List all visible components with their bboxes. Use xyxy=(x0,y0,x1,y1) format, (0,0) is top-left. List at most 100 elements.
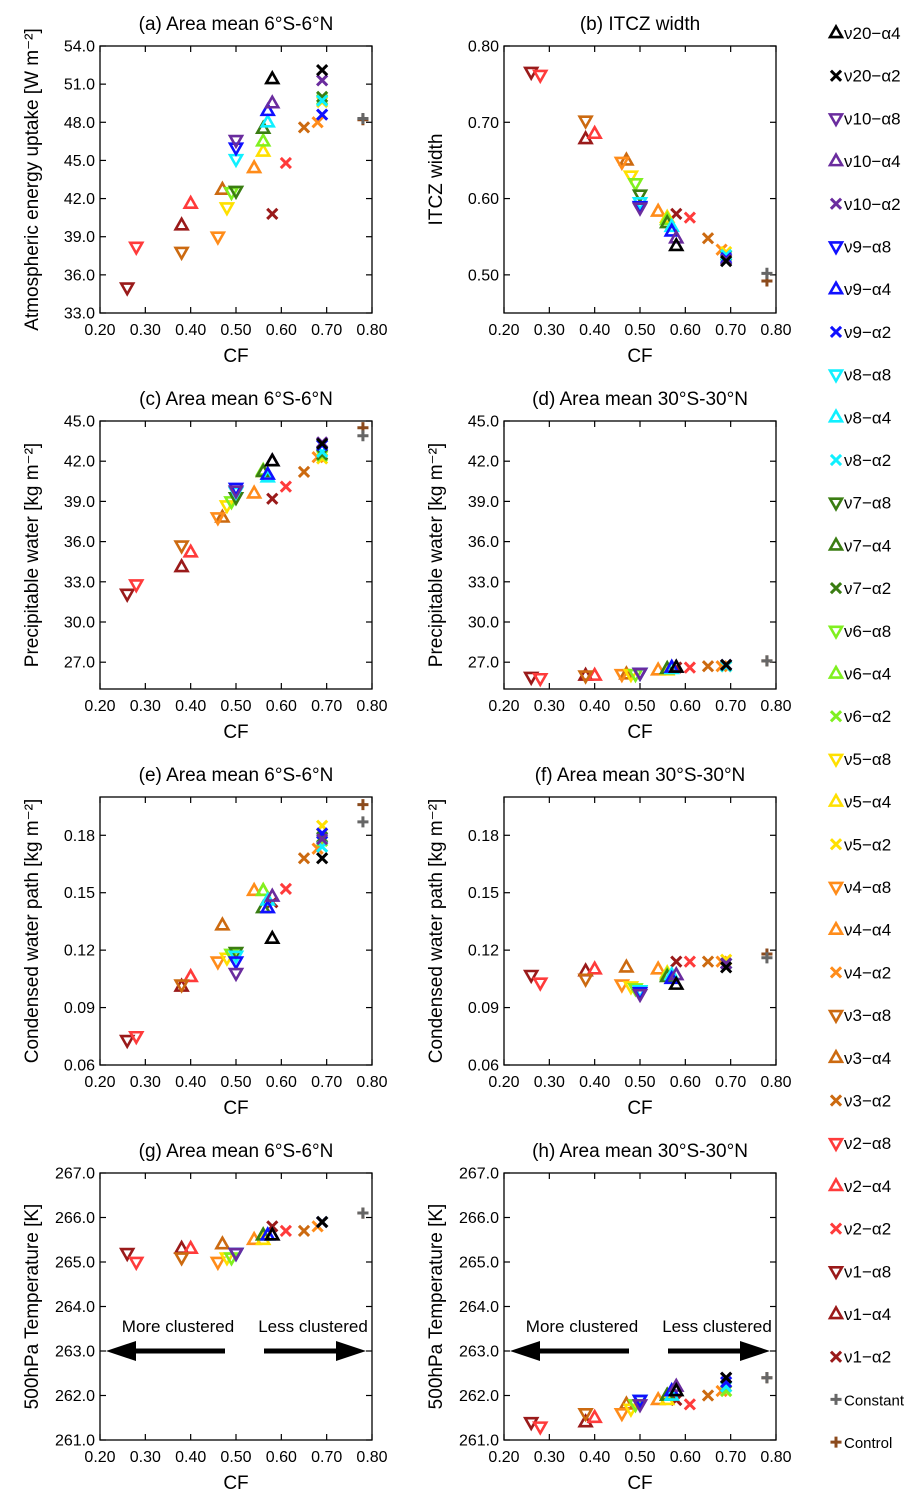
point-1-8 xyxy=(118,1247,136,1263)
x-tick-label: 0.60 xyxy=(266,322,297,339)
legend-label: ν7−α8 xyxy=(844,494,891,513)
legend-label: Control xyxy=(844,1435,892,1452)
legend-marker xyxy=(829,1350,843,1363)
y-tick-label: 0.18 xyxy=(468,828,499,845)
legend-label: ν10−α8 xyxy=(844,109,901,128)
legend-marker xyxy=(827,497,845,512)
x-tick-label: 0.80 xyxy=(760,698,791,715)
point-9-4 xyxy=(259,101,276,117)
data-points xyxy=(118,799,369,1050)
legend-marker xyxy=(829,581,843,595)
legend-label: ν1−α8 xyxy=(844,1262,891,1281)
x-tick-label: 0.80 xyxy=(356,1449,387,1466)
annotation-less-clustered: Less clustered xyxy=(662,1317,772,1336)
point-20-4 xyxy=(668,236,685,252)
legend-item-6-4: ν6−α4 xyxy=(827,664,891,684)
legend-label: ν1−α4 xyxy=(844,1305,891,1324)
x-axis-label: CF xyxy=(223,1473,248,1494)
x-tick-label: 0.70 xyxy=(311,1449,342,1466)
legend-item-7-2: ν7−α2 xyxy=(829,579,891,598)
point-8-4 xyxy=(259,468,276,483)
x-tick-label: 0.80 xyxy=(356,1074,387,1091)
point-7-2 xyxy=(316,90,329,103)
point-20-2 xyxy=(720,254,733,268)
y-axis-label: ITCZ width xyxy=(426,134,447,226)
x-tick-label: 0.40 xyxy=(175,1074,206,1091)
point-20-2 xyxy=(720,1371,733,1384)
point-2-2 xyxy=(279,156,292,170)
point-4-2 xyxy=(311,116,324,129)
y-tick-label: 33.0 xyxy=(64,306,95,323)
point-10-8 xyxy=(631,988,649,1004)
y-tick-label: 27.0 xyxy=(64,655,95,672)
y-tick-label: 0.80 xyxy=(468,39,499,56)
y-tick-label: 0.06 xyxy=(468,1058,499,1075)
legend-label: ν1−α2 xyxy=(844,1348,891,1367)
panel-title: (b) ITCZ width xyxy=(580,14,700,35)
y-tick-label: 0.09 xyxy=(468,1000,499,1017)
y-axis-label: Condensed water path [kg m⁻²] xyxy=(426,799,447,1064)
point-4-8 xyxy=(613,1407,631,1423)
x-tick-label: 0.20 xyxy=(84,698,115,715)
legend-item-7-8: ν7−α8 xyxy=(827,494,891,513)
panel-h: 0.20 0.30 0.40 0.50 0.60 0.70 0.80 261.0 262.0 26… xyxy=(426,1141,792,1494)
legend-label: ν9−α4 xyxy=(844,280,891,299)
x-tick-label: 0.70 xyxy=(311,1074,342,1091)
legend-label: ν5−α4 xyxy=(844,793,891,812)
point-4-8 xyxy=(209,956,227,971)
legend-label: ν4−α8 xyxy=(844,878,891,897)
data-points xyxy=(522,66,773,287)
y-tick-label: 39.0 xyxy=(64,229,95,246)
x-tick-label: 0.60 xyxy=(266,1074,297,1091)
y-tick-label: 266.0 xyxy=(459,1210,499,1227)
point-6-2 xyxy=(720,1384,733,1398)
point-3-2 xyxy=(701,232,715,245)
x-tick-label: 0.60 xyxy=(670,698,701,715)
right-arrow xyxy=(668,1341,770,1361)
point-5-8 xyxy=(218,202,236,217)
x-tick-label: 0.80 xyxy=(356,698,387,715)
legend-item-20-2: ν20−α2 xyxy=(829,67,901,86)
legend-marker xyxy=(829,1094,843,1107)
panel-title: (a) Area mean 6°S-6°N xyxy=(139,14,334,35)
point-4-8 xyxy=(209,231,227,246)
legend-label: ν8−α8 xyxy=(844,366,891,385)
point-2-8 xyxy=(128,241,145,257)
legend-label: ν4−α4 xyxy=(844,921,891,940)
point-5-8 xyxy=(622,170,640,185)
point-3-2 xyxy=(297,121,311,134)
point-2-2 xyxy=(683,211,696,224)
y-tick-label: 264.0 xyxy=(459,1299,499,1316)
legend-item-10-4: ν10−α4 xyxy=(827,151,901,171)
y-tick-label: 48.0 xyxy=(64,115,95,132)
x-axis-label: CF xyxy=(627,346,652,367)
legend-label: ν2−α2 xyxy=(844,1220,891,1239)
x-tick-label: 0.40 xyxy=(579,1074,610,1091)
legend-item-9-8: ν9−α8 xyxy=(827,238,891,257)
point-10-2 xyxy=(316,832,329,846)
left-arrow xyxy=(106,1341,225,1361)
x-tick-label: 0.20 xyxy=(84,322,115,339)
point-20-2 xyxy=(316,64,329,77)
legend-item-1-8: ν1−α8 xyxy=(827,1262,891,1281)
legend-label: ν20−α4 xyxy=(844,24,901,43)
point-4-4 xyxy=(649,202,667,217)
panel-title: (d) Area mean 30°S-30°N xyxy=(532,389,748,410)
legend-label: ν6−α8 xyxy=(844,622,891,641)
point-2-2 xyxy=(279,882,292,896)
x-tick-label: 0.80 xyxy=(760,322,791,339)
point-20-2 xyxy=(720,658,733,672)
legend-marker xyxy=(827,1048,845,1064)
legend-label: ν20−α2 xyxy=(844,67,901,86)
legend-marker xyxy=(827,1137,845,1153)
point-3-4 xyxy=(618,958,635,973)
legend-item-9-2: ν9−α2 xyxy=(829,323,891,342)
panel-f: 0.20 0.30 0.40 0.50 0.60 0.70 0.80 0.06 0.09 0.12… xyxy=(426,765,792,1119)
legend-label: ν8−α2 xyxy=(844,451,891,470)
point-2-8 xyxy=(532,977,549,992)
legend-item-6-8: ν6−α8 xyxy=(827,622,891,641)
x-axis-label: CF xyxy=(627,1473,652,1494)
panel-b: 0.20 0.30 0.40 0.50 0.60 0.70 0.80 0.50 0.60 0.70… xyxy=(426,14,792,367)
annotation-less-clustered: Less clustered xyxy=(258,1317,368,1336)
